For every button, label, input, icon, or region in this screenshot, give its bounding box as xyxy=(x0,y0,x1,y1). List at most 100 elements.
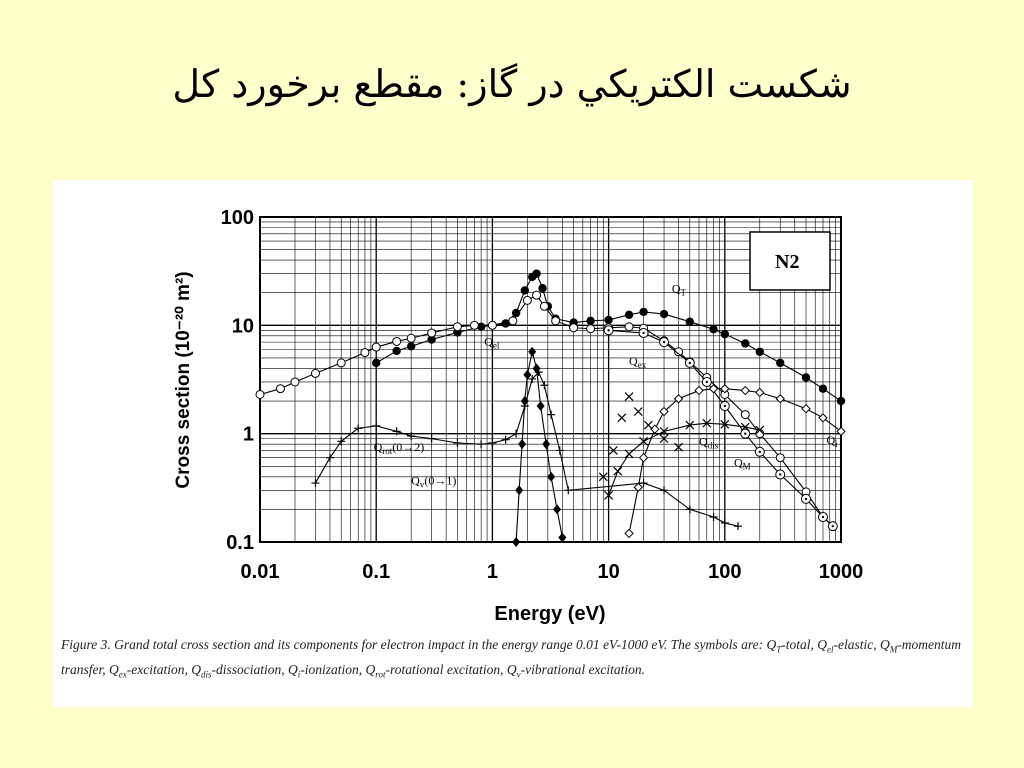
data-point xyxy=(639,479,648,488)
data-point-dot xyxy=(642,331,645,335)
data-point xyxy=(528,346,537,357)
data-point xyxy=(624,528,634,539)
data-point xyxy=(720,518,729,527)
cross-section-chart: N2 QT Qel Qex Qdis QM Qi Qrot(0→2) Qv(0→1) 0.01… xyxy=(173,207,864,625)
series-label: Qel xyxy=(484,335,500,351)
series-line xyxy=(314,371,739,527)
data-point xyxy=(532,269,541,278)
data-point xyxy=(555,446,564,455)
data-point xyxy=(685,420,695,430)
data-point xyxy=(325,453,334,462)
data-point xyxy=(275,384,285,394)
data-point xyxy=(501,435,510,444)
data-point xyxy=(310,368,320,378)
data-point xyxy=(539,301,549,311)
data-point xyxy=(469,320,479,330)
data-point xyxy=(755,347,764,356)
data-point-dot xyxy=(804,497,808,501)
tick-labels: 0.01 0.1 1 10 100 1000 0.1 1 10 100 xyxy=(221,207,864,583)
series-label: Qex xyxy=(629,354,647,370)
data-point-dot xyxy=(688,361,692,365)
data-point-dot xyxy=(831,524,834,528)
data-point xyxy=(392,427,401,436)
data-point xyxy=(523,369,532,380)
data-point xyxy=(337,437,346,446)
data-point xyxy=(694,385,704,396)
data-point-dot xyxy=(758,450,761,454)
data-point xyxy=(311,479,320,488)
data-point xyxy=(452,322,462,332)
data-point xyxy=(740,410,750,420)
data-point-dot xyxy=(744,432,747,435)
data-point xyxy=(564,486,573,495)
data-point xyxy=(624,392,634,401)
data-point-dot xyxy=(779,473,782,476)
data-point xyxy=(659,434,669,444)
figure-caption: Figure 3. Grand total cross section and … xyxy=(61,637,962,680)
series-qm xyxy=(603,325,838,532)
data-point xyxy=(476,322,486,331)
data-point xyxy=(639,436,649,446)
data-point xyxy=(538,284,547,293)
data-point xyxy=(372,358,381,368)
figure-panel: N2 QT Qel Qex Qdis QM Qi Qrot(0→2) Qv(0→1) 0.01… xyxy=(53,180,973,707)
data-point xyxy=(836,426,846,437)
data-point xyxy=(709,513,718,522)
data-point xyxy=(569,323,579,333)
data-point xyxy=(553,504,562,515)
data-point xyxy=(487,320,497,330)
data-point xyxy=(755,425,765,435)
gas-legend: N2 xyxy=(749,231,831,291)
data-point xyxy=(639,307,648,317)
data-point xyxy=(604,490,614,500)
data-point xyxy=(360,348,370,358)
data-point xyxy=(522,295,532,305)
series-line xyxy=(259,294,834,527)
data-point xyxy=(542,439,551,450)
series-line xyxy=(608,422,760,496)
data-point xyxy=(818,384,828,393)
series-qdis xyxy=(604,418,765,500)
data-point xyxy=(740,385,750,396)
data-point xyxy=(775,453,785,463)
data-point xyxy=(290,377,300,387)
series-label: Qv(0→1) xyxy=(411,473,456,489)
data-point xyxy=(685,505,694,514)
series-label: Qi xyxy=(826,433,838,449)
plot-frame xyxy=(259,216,842,543)
annotations: QT Qel Qex Qdis QM Qi Qrot(0→2) Qv(0→1) xyxy=(374,282,839,490)
x-tick-label: 100 xyxy=(708,561,741,583)
data-point xyxy=(586,324,596,334)
data-point xyxy=(801,403,811,414)
data-point xyxy=(643,420,653,430)
data-point xyxy=(633,407,643,416)
data-point xyxy=(608,446,618,455)
data-point xyxy=(512,537,521,547)
data-point xyxy=(709,325,718,334)
slide-title: شکست الکتریکي در گاز: مقطع برخورد کل xyxy=(172,62,852,106)
data-point xyxy=(477,440,486,449)
data-point xyxy=(515,485,524,496)
x-tick-label: 10 xyxy=(597,561,619,583)
data-point xyxy=(741,339,750,348)
data-point xyxy=(650,424,660,434)
data-point xyxy=(255,389,265,399)
data-point xyxy=(604,315,613,325)
data-point xyxy=(511,308,521,318)
data-point xyxy=(406,333,416,343)
data-point xyxy=(427,434,436,443)
data-point xyxy=(660,486,669,495)
data-point-dot xyxy=(705,380,709,384)
data-point xyxy=(775,394,785,404)
data-point xyxy=(406,342,416,351)
data-point xyxy=(617,413,627,423)
x-tick-label: 1000 xyxy=(819,561,864,583)
data-point xyxy=(673,394,684,404)
series-qv01 xyxy=(512,346,567,547)
gas-label: N2 xyxy=(775,251,799,273)
data-point xyxy=(528,374,537,383)
data-point xyxy=(547,410,556,419)
data-point xyxy=(407,432,416,441)
x-tick-label: 1 xyxy=(487,561,498,583)
x-tick-label: 0.01 xyxy=(241,561,280,583)
